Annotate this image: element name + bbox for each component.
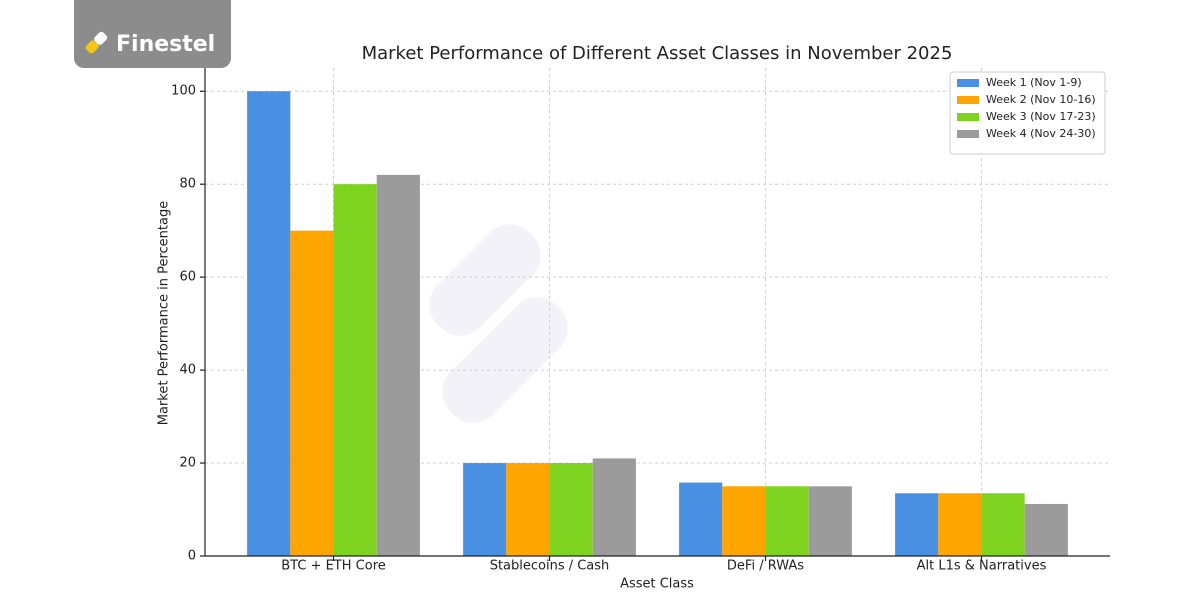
y-tick-label: 20 bbox=[179, 456, 196, 471]
logo-icon bbox=[85, 31, 108, 54]
legend-label: Week 1 (Nov 1-9) bbox=[986, 76, 1082, 89]
y-tick-label: 40 bbox=[179, 363, 196, 378]
bar bbox=[1024, 503, 1068, 556]
chart-title: Market Performance of Different Asset Cl… bbox=[362, 43, 953, 64]
bar bbox=[506, 463, 550, 556]
legend-box bbox=[949, 71, 1106, 155]
legend-swatch bbox=[957, 113, 979, 121]
legend-label: Week 2 (Nov 10-16) bbox=[986, 93, 1096, 106]
bar bbox=[592, 458, 636, 556]
x-tick-label: Stablecoins / Cash bbox=[490, 559, 610, 574]
y-tick-label: 0 bbox=[188, 549, 196, 564]
watermark bbox=[429, 224, 568, 423]
legend-label: Week 3 (Nov 17-23) bbox=[986, 110, 1096, 123]
y-tick-label: 80 bbox=[179, 177, 196, 192]
legend-swatch bbox=[957, 79, 979, 87]
x-tick-label: DeFi / RWAs bbox=[727, 559, 804, 574]
bar bbox=[333, 184, 377, 556]
bar bbox=[722, 486, 766, 556]
legend-swatch bbox=[957, 96, 979, 104]
bar bbox=[290, 230, 334, 556]
y-tick-label: 100 bbox=[171, 84, 196, 99]
bar bbox=[549, 463, 593, 556]
bar bbox=[938, 493, 982, 556]
logo-text: Finestel bbox=[116, 32, 215, 57]
x-axis-label: Asset Class bbox=[620, 577, 694, 592]
logo-box bbox=[74, 0, 231, 68]
bar bbox=[765, 486, 809, 556]
bar bbox=[679, 482, 723, 556]
legend-swatch bbox=[957, 130, 979, 138]
x-tick-label: BTC + ETH Core bbox=[281, 559, 385, 574]
legend-label: Week 4 (Nov 24-30) bbox=[986, 127, 1096, 140]
bar bbox=[808, 486, 852, 556]
legend: Week 1 (Nov 1-9) Week 2 (Nov 10-16) Week 3… bbox=[949, 71, 1106, 155]
brand-logo: Finestel bbox=[74, 0, 231, 68]
x-tick-label: Alt L1s & Narratives bbox=[917, 559, 1047, 574]
bar bbox=[463, 463, 507, 556]
y-axis-label: Market Performance in Percentage bbox=[157, 201, 172, 425]
bar bbox=[895, 493, 939, 556]
bar bbox=[376, 174, 420, 556]
y-tick-label: 60 bbox=[179, 270, 196, 285]
bar bbox=[247, 91, 291, 556]
bar bbox=[981, 493, 1025, 556]
